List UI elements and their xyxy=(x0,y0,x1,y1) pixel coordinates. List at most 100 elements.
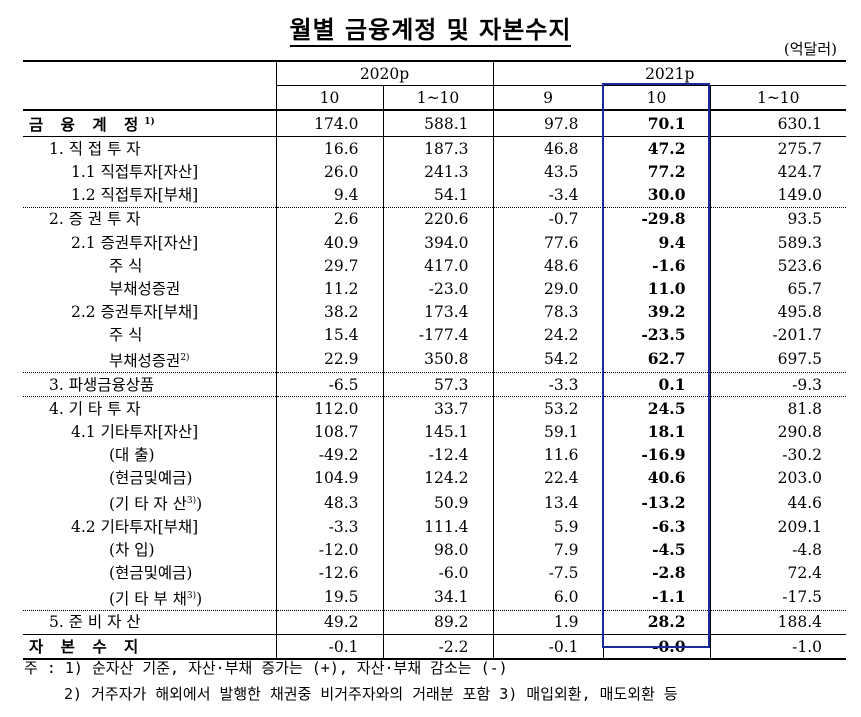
cell-value: 111.4 xyxy=(382,515,493,539)
cell-value: 1.9 xyxy=(492,609,603,635)
table-row: 5. 준 비 자 산 49.2 89.2 1.9 28.2 188.4 xyxy=(23,609,846,635)
row-label: 주 식 xyxy=(109,256,143,275)
cell-value: 174.0 xyxy=(275,110,383,137)
cell-value: -177.4 xyxy=(382,323,493,347)
row-label: 2.2 증권투자[부채] xyxy=(71,303,199,322)
row-label: 부채성증권2) xyxy=(109,352,190,370)
cell-value: 22.9 xyxy=(275,346,383,373)
header-col-2: 1~10 xyxy=(382,85,493,110)
table-row: 4.2 기타투자[부채] -3.3 111.4 5.9 -6.3 209.1 xyxy=(23,515,846,539)
cell-value: -12.4 xyxy=(382,443,493,467)
unit-label: (억달러) xyxy=(783,40,837,58)
cell-value: 72.4 xyxy=(709,561,846,585)
cell-value: 173.4 xyxy=(382,300,493,324)
cell-value: -1.6 xyxy=(602,254,710,278)
table-row: (차 입) -12.0 98.0 7.9 -4.5 -4.8 xyxy=(23,538,846,562)
header-2020: 2020p xyxy=(275,60,493,86)
cell-value: 54.2 xyxy=(492,346,603,373)
cell-value: 108.7 xyxy=(275,420,383,444)
cell-value: 7.9 xyxy=(492,538,603,562)
header-col-5: 1~10 xyxy=(709,85,846,110)
cell-value: 24.2 xyxy=(492,323,603,347)
cell-value: 5.9 xyxy=(492,515,603,539)
cell-value: 57.3 xyxy=(382,371,493,397)
cell-value: 394.0 xyxy=(382,230,493,255)
financial-account-table: 2020p 2021p 10 1~10 9 10 1~10 금 융 계 정1) 1… xyxy=(23,60,846,660)
cell-value: 28.2 xyxy=(602,609,710,635)
row-label: (대 출) xyxy=(109,446,155,465)
cell-value: 15.4 xyxy=(275,323,383,347)
row-label: 1. 직 접 투 자 xyxy=(23,136,276,161)
cell-value: -29.8 xyxy=(602,206,710,231)
cell-value: -16.9 xyxy=(602,443,710,467)
table-row: (현금및예금) 104.9 124.2 22.4 40.6 203.0 xyxy=(23,466,846,490)
header-col-3: 9 xyxy=(492,85,603,110)
cell-value: 59.1 xyxy=(492,420,603,444)
cell-value: -6.3 xyxy=(602,515,710,539)
footnote-line-1: 주 : 1) 순자산 기준, 자산·부채 증가는 (+), 자산·부채 감소는 … xyxy=(24,659,508,677)
cell-value: 124.2 xyxy=(382,466,493,490)
cell-value: -3.3 xyxy=(492,371,603,397)
table-row: 부채성증권 11.2 -23.0 29.0 11.0 65.7 xyxy=(23,277,846,301)
cell-value: 48.6 xyxy=(492,254,603,278)
cell-value: 18.1 xyxy=(602,420,710,444)
row-label: 주 식 xyxy=(109,326,143,345)
cell-value: 44.6 xyxy=(709,489,846,516)
cell-value: 203.0 xyxy=(709,466,846,490)
table-row: (현금및예금) -12.6 -6.0 -7.5 -2.8 72.4 xyxy=(23,561,846,585)
cell-value: -3.3 xyxy=(275,515,383,539)
cell-value: 630.1 xyxy=(709,110,846,137)
cell-value: -6.0 xyxy=(382,561,493,585)
row-label: 2.1 증권투자[자산] xyxy=(71,233,199,252)
cell-value: -0.7 xyxy=(492,206,603,231)
cell-value: 523.6 xyxy=(709,254,846,278)
cell-value: 149.0 xyxy=(709,183,846,208)
cell-value: -1.1 xyxy=(602,584,710,611)
cell-value: 697.5 xyxy=(709,346,846,373)
cell-value: -4.8 xyxy=(709,538,846,562)
cell-value: -2.8 xyxy=(602,561,710,585)
cell-value: 588.1 xyxy=(382,110,493,137)
cell-value: 89.2 xyxy=(382,609,493,635)
cell-value: 40.6 xyxy=(602,466,710,490)
cell-value: 188.4 xyxy=(709,609,846,635)
cell-value: -12.0 xyxy=(275,538,383,562)
cell-value: 93.5 xyxy=(709,206,846,231)
cell-value: 16.6 xyxy=(275,136,383,161)
row-label: 1.1 직접투자[자산] xyxy=(71,162,199,181)
cell-value: 187.3 xyxy=(382,136,493,161)
cell-value: -3.4 xyxy=(492,183,603,208)
row-label: 금 융 계 정1) xyxy=(29,115,155,135)
cell-value: -1.0 xyxy=(709,634,846,660)
cell-value: 350.8 xyxy=(382,346,493,373)
table-row: 1. 직 접 투 자 16.6 187.3 46.8 47.2 275.7 xyxy=(23,136,846,161)
cell-value: 112.0 xyxy=(275,396,383,421)
cell-value: 589.3 xyxy=(709,230,846,255)
cell-value: 97.8 xyxy=(492,110,603,137)
row-label: 4.2 기타투자[부채] xyxy=(71,517,199,536)
cell-value: -9.3 xyxy=(709,371,846,397)
header-col-4: 10 xyxy=(602,85,710,110)
table-row: 2. 증 권 투 자 2.6 220.6 -0.7 -29.8 93.5 xyxy=(23,206,846,231)
row-label: 5. 준 비 자 산 xyxy=(23,609,276,635)
table-row: 부채성증권2) 22.9 350.8 54.2 62.7 697.5 xyxy=(23,346,846,373)
cell-value: 78.3 xyxy=(492,300,603,324)
cell-value: -12.6 xyxy=(275,561,383,585)
cell-value: 43.5 xyxy=(492,160,603,184)
cell-value: -6.5 xyxy=(275,371,383,397)
cell-value: 70.1 xyxy=(602,110,710,137)
row-label: (차 입) xyxy=(109,540,155,559)
cell-value: 81.8 xyxy=(709,396,846,421)
cell-value: 290.8 xyxy=(709,420,846,444)
cell-value: 13.4 xyxy=(492,489,603,516)
cell-value: 6.0 xyxy=(492,584,603,611)
cell-value: -49.2 xyxy=(275,443,383,467)
cell-value: 30.0 xyxy=(602,183,710,208)
cell-value: 275.7 xyxy=(709,136,846,161)
cell-value: 11.6 xyxy=(492,443,603,467)
cell-value: 38.2 xyxy=(275,300,383,324)
cell-value: 50.9 xyxy=(382,489,493,516)
cell-value: 22.4 xyxy=(492,466,603,490)
footnote-line-2: 2) 거주자가 해외에서 발행한 채권중 비거주자와의 거래분 포함 3) 매입… xyxy=(64,685,678,703)
row-label: (현금및예금) xyxy=(109,564,193,583)
